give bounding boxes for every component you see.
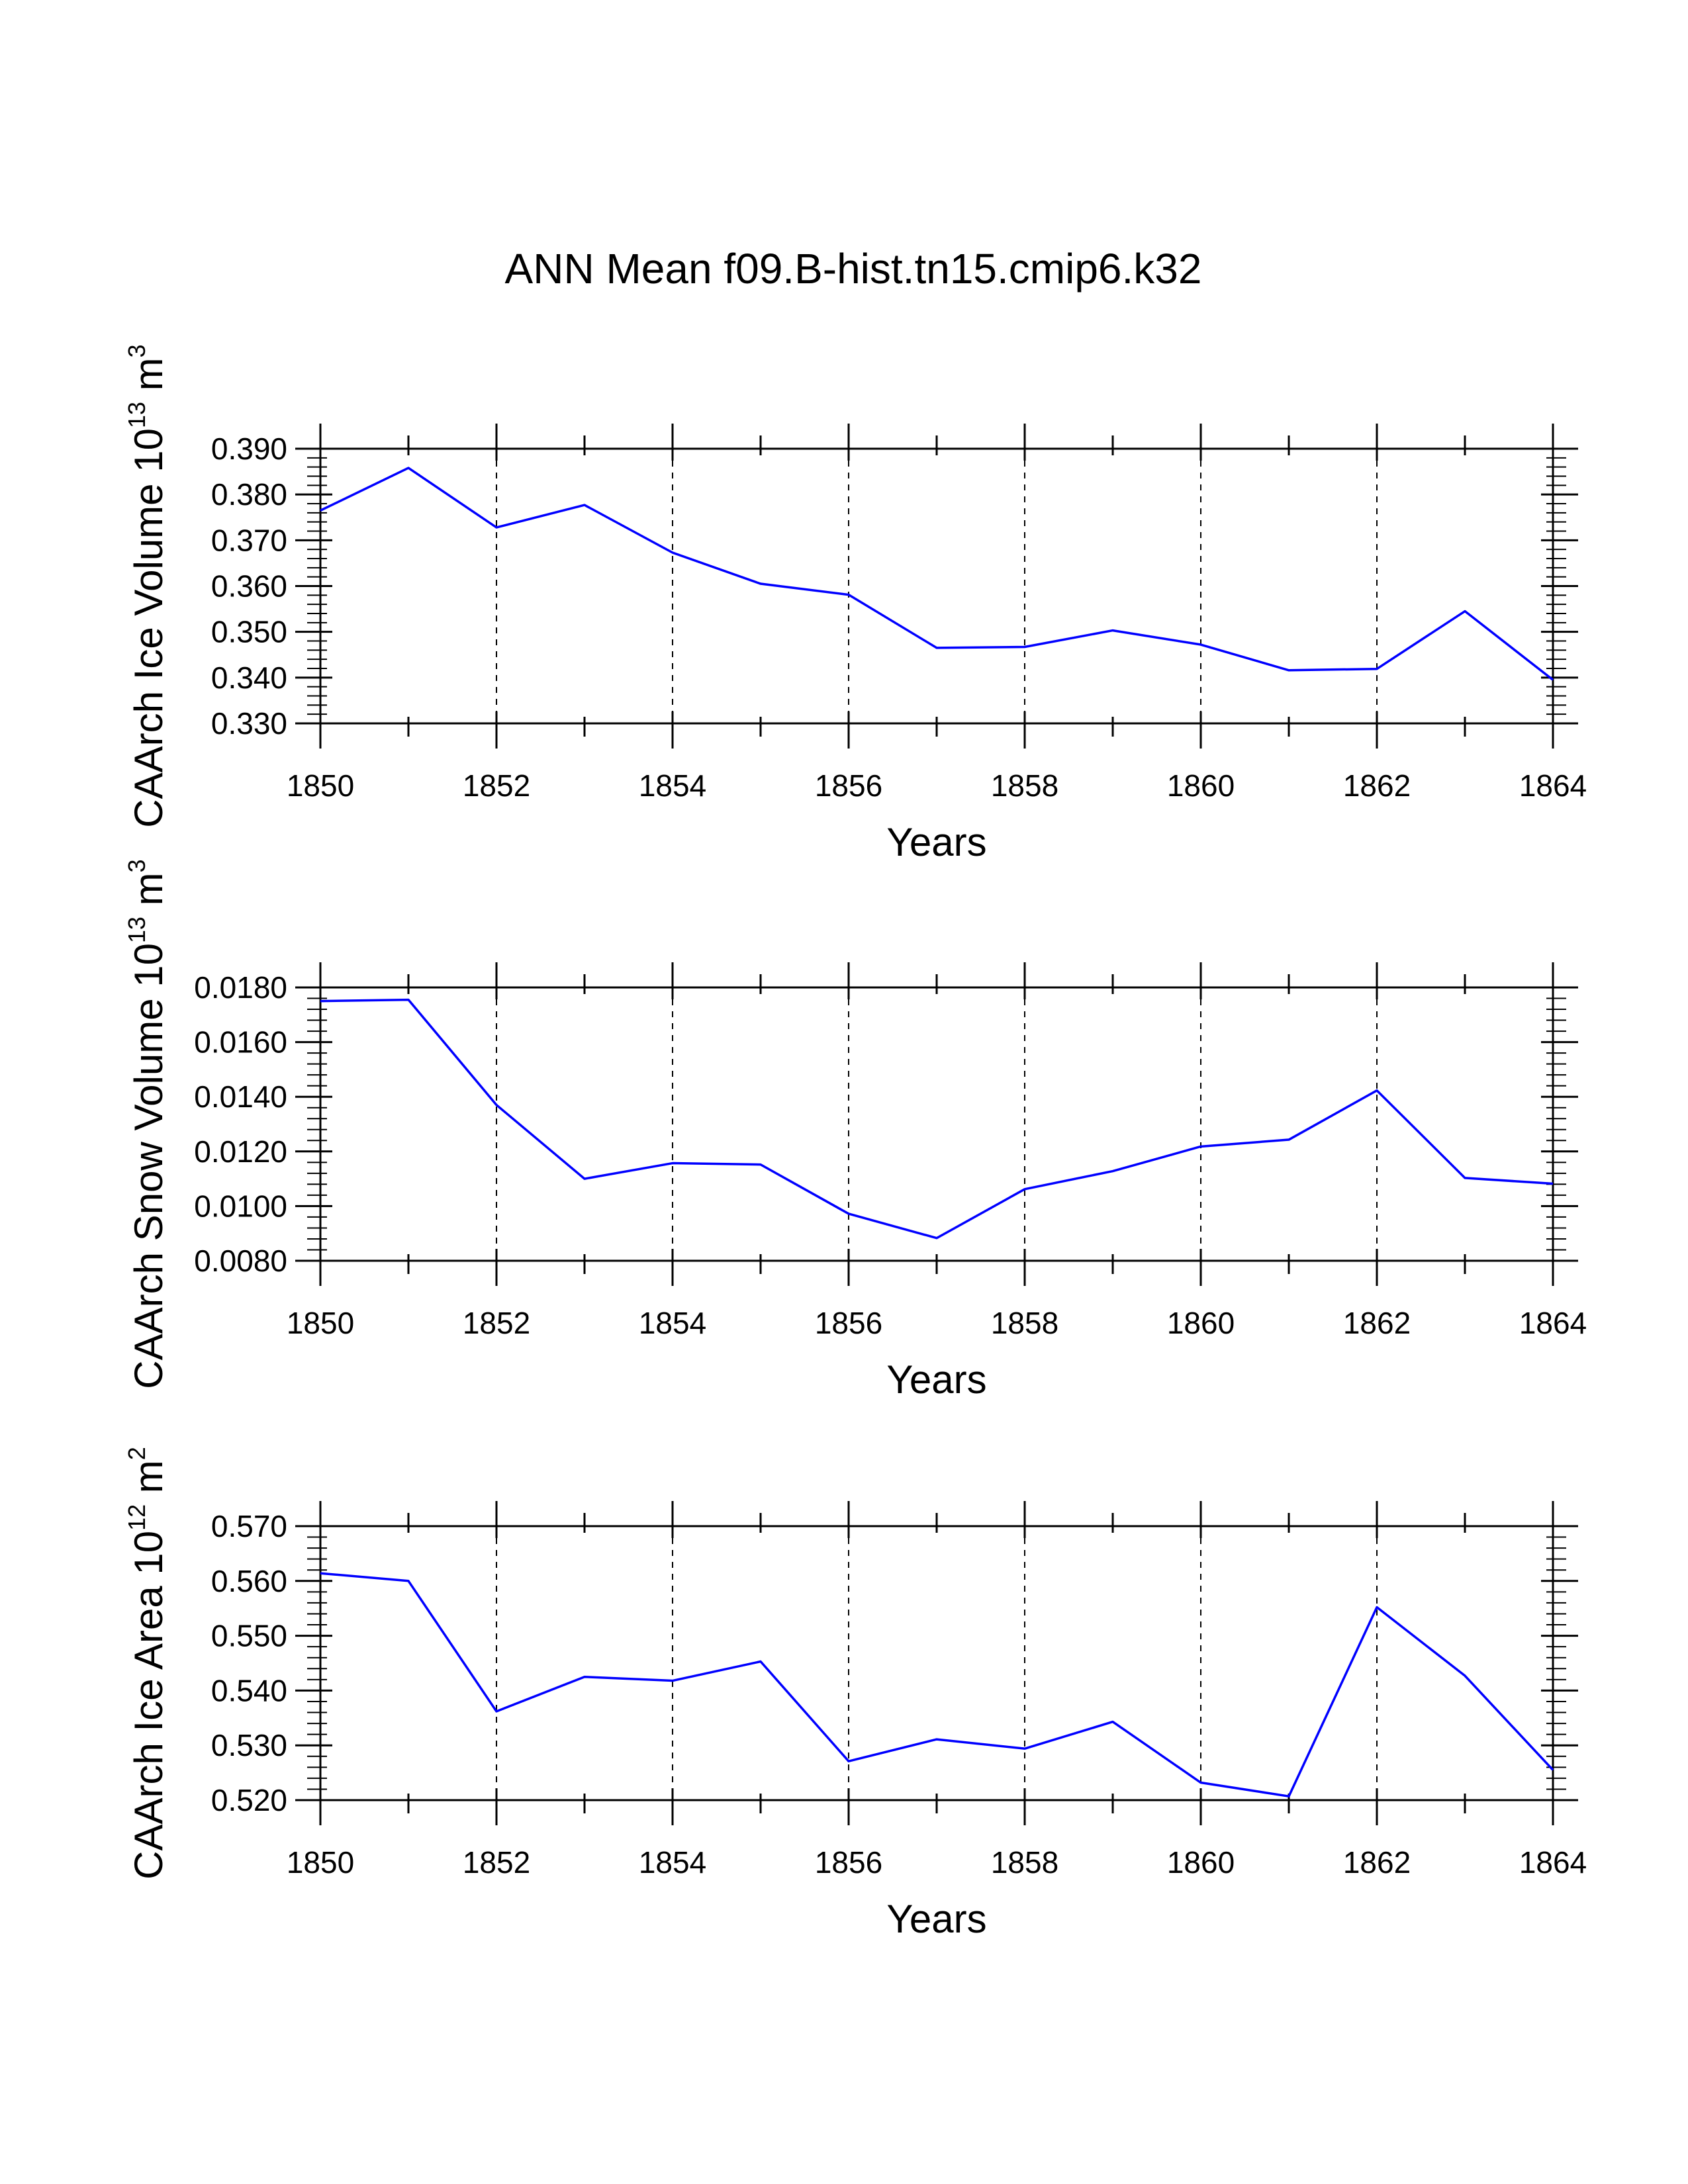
y-axis-label-exponent: 12 — [123, 1504, 150, 1531]
y-tick-label: 0.0080 — [194, 1244, 287, 1278]
chart-panel-3: 1850 1852 1854 1856 1858 1860 1862 1864 0.520 0.5… — [123, 1447, 1587, 1941]
y-tick-label: 0.330 — [211, 706, 287, 741]
y-tick-label: 0.390 — [211, 432, 287, 466]
y-axis-label-unit-exponent: 3 — [123, 344, 150, 357]
y-axis-label-text: CAArch Snow Volume 10 — [126, 943, 171, 1389]
x-tick-label: 1854 — [639, 1845, 706, 1880]
x-tick-label: 1852 — [463, 768, 530, 803]
y-axis-label-text: CAArch Ice Area 10 — [126, 1531, 171, 1880]
x-tick-label: 1850 — [287, 1845, 354, 1880]
y-axis-label-text: CAArch Ice Volume 10 — [126, 428, 171, 828]
y-tick-label: 0.0180 — [194, 970, 287, 1005]
series-line — [320, 467, 1554, 681]
y-axis-label-exponent: 13 — [123, 917, 150, 943]
y-tick-label: 0.530 — [211, 1728, 287, 1762]
x-tick-label: 1858 — [991, 1306, 1058, 1340]
y-tick-label: 0.0100 — [194, 1189, 287, 1223]
y-axis-label-unit: m — [126, 357, 171, 402]
x-tick-label: 1856 — [815, 1845, 882, 1880]
x-tick-label: 1860 — [1167, 1845, 1235, 1880]
x-tick-label: 1864 — [1519, 768, 1587, 803]
x-tick-label: 1852 — [463, 1845, 530, 1880]
y-tick-label: 0.0160 — [194, 1025, 287, 1060]
x-tick-label: 1858 — [991, 768, 1058, 803]
y-axis-label-exponent: 13 — [123, 402, 150, 428]
series-line — [320, 1572, 1554, 1797]
series-line — [320, 998, 1554, 1240]
x-tick-label: 1860 — [1167, 768, 1235, 803]
chart-title: ANN Mean f09.B-hist.tn15.cmip6.k32 — [505, 245, 1202, 293]
y-axis-label-unit-exponent: 2 — [123, 1447, 150, 1460]
x-axis-label: Years — [886, 1357, 986, 1402]
panels: 1850 1852 1854 1856 1858 1860 1862 1864 0.330 0.3… — [123, 344, 1587, 1941]
y-tick-label: 0.0120 — [194, 1134, 287, 1169]
x-tick-label: 1858 — [991, 1845, 1058, 1880]
x-tick-label: 1862 — [1343, 1845, 1411, 1880]
x-tick-label: 1864 — [1519, 1845, 1587, 1880]
y-axis-label: CAArch Snow Volume 1013 m3 — [123, 859, 171, 1388]
y-tick-label: 0.560 — [211, 1564, 287, 1598]
x-tick-label: 1854 — [639, 1306, 706, 1340]
y-tick-label: 0.360 — [211, 569, 287, 604]
plot-frame — [319, 447, 1554, 725]
x-tick-label: 1862 — [1343, 768, 1411, 803]
chart-panel-1: 1850 1852 1854 1856 1858 1860 1862 1864 0.330 0.3… — [123, 344, 1587, 864]
y-axis-label-unit-exponent: 3 — [123, 859, 150, 872]
x-tick-label: 1850 — [287, 768, 354, 803]
x-tick-label: 1850 — [287, 1306, 354, 1340]
x-tick-label: 1860 — [1167, 1306, 1235, 1340]
x-tick-label: 1862 — [1343, 1306, 1411, 1340]
x-tick-label: 1854 — [639, 768, 706, 803]
x-axis-label: Years — [886, 1897, 986, 1941]
y-axis-label-unit: m — [126, 872, 171, 917]
y-tick-label: 0.380 — [211, 477, 287, 512]
y-axis-label: CAArch Ice Volume 1013 m3 — [123, 344, 171, 827]
x-axis-label: Years — [886, 820, 986, 864]
y-tick-label: 0.550 — [211, 1619, 287, 1653]
x-tick-label: 1864 — [1519, 1306, 1587, 1340]
y-tick-label: 0.540 — [211, 1673, 287, 1707]
y-axis-label-unit: m — [126, 1460, 171, 1504]
plot-frame — [319, 986, 1554, 1262]
x-tick-label: 1856 — [815, 768, 882, 803]
y-tick-label: 0.340 — [211, 660, 287, 695]
y-axis-label: CAArch Ice Area 1012 m2 — [123, 1447, 171, 1880]
chart-panel-2: 1850 1852 1854 1856 1858 1860 1862 1864 0.0080 0.… — [123, 859, 1587, 1402]
y-tick-label: 0.0140 — [194, 1079, 287, 1114]
y-tick-label: 0.520 — [211, 1783, 287, 1817]
x-tick-label: 1856 — [815, 1306, 882, 1340]
y-tick-label: 0.570 — [211, 1509, 287, 1543]
x-tick-label: 1852 — [463, 1306, 530, 1340]
y-tick-label: 0.370 — [211, 523, 287, 557]
plot-frame — [319, 1525, 1554, 1801]
y-tick-label: 0.350 — [211, 615, 287, 649]
